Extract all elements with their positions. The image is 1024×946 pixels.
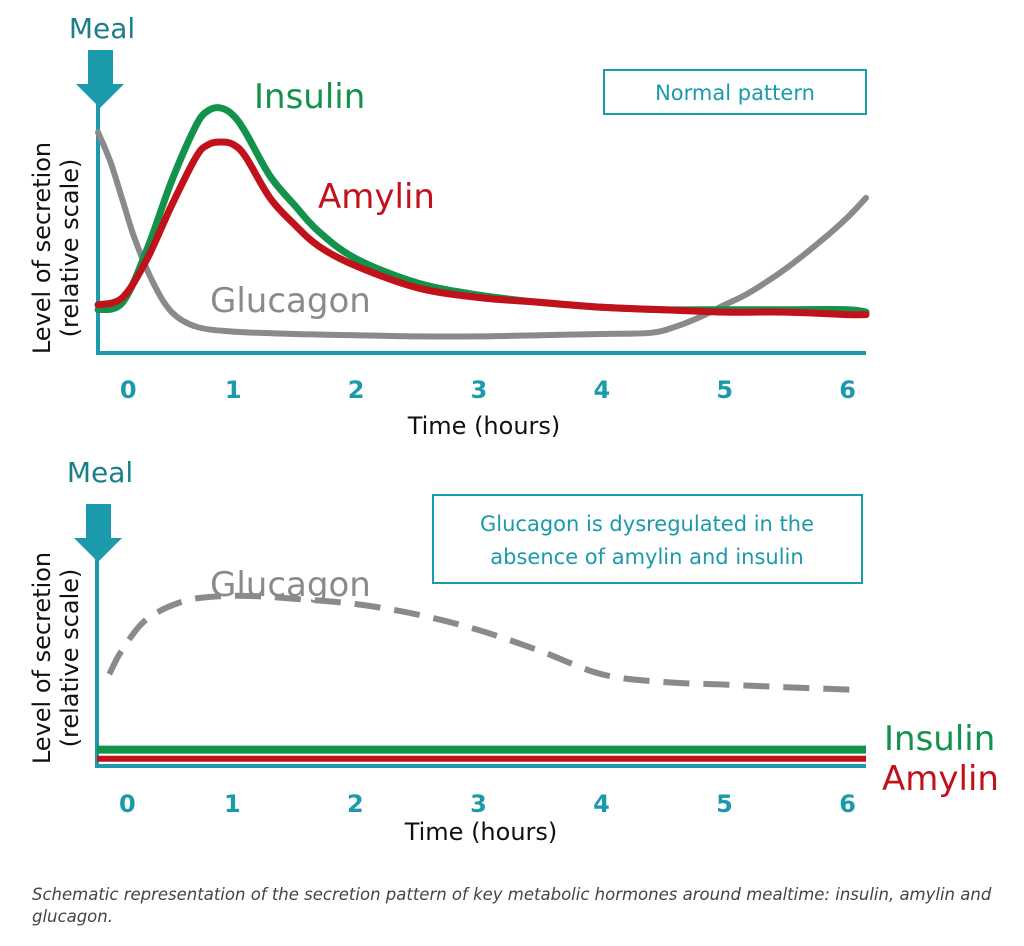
glucagon-series-line bbox=[95, 129, 869, 340]
y-axis-title-line2: (relative scale) bbox=[56, 159, 84, 338]
x-axis-title: Time (hours) bbox=[404, 818, 558, 846]
y-axis-title-line1: Level of secretion bbox=[28, 552, 56, 764]
hormone-secretion-figure: Meal Normal pattern Insulin Amylin Gluca… bbox=[28, 12, 999, 846]
normal-pattern-box bbox=[603, 69, 867, 115]
x-tick-label: 3 bbox=[470, 790, 487, 818]
y-axis-title-line2: (relative scale) bbox=[56, 569, 84, 748]
meal-label: Meal bbox=[67, 456, 133, 489]
x-tick-label: 0 bbox=[119, 790, 136, 818]
x-tick-labels: 0 1 2 3 4 5 6 bbox=[119, 790, 856, 818]
figure-caption: Schematic representation of the secretio… bbox=[32, 885, 992, 926]
x-tick-label: 1 bbox=[224, 790, 241, 818]
glucagon-series-line bbox=[106, 592, 854, 693]
meal-label: Meal bbox=[69, 12, 135, 45]
amylin-label: Amylin bbox=[882, 759, 999, 799]
insulin-label: Insulin bbox=[254, 77, 365, 117]
x-tick-label: 2 bbox=[347, 790, 364, 818]
dysregulation-box bbox=[432, 494, 863, 584]
x-tick-label: 6 bbox=[839, 790, 856, 818]
dysregulation-text-line2: absence of amylin and insulin bbox=[490, 545, 803, 569]
dysregulated-pattern-chart: Meal Glucagon is dysregulated in the abs… bbox=[28, 456, 999, 846]
x-tick-label: 6 bbox=[839, 376, 856, 404]
insulin-label: Insulin bbox=[884, 719, 995, 759]
normal-pattern-chart: Meal Normal pattern Insulin Amylin Gluca… bbox=[28, 12, 870, 440]
y-axis-title-line1: Level of secretion bbox=[28, 142, 56, 354]
dysregulation-text-line1: Glucagon is dysregulated in the bbox=[480, 512, 814, 536]
glucagon-label: Glucagon bbox=[210, 281, 371, 321]
amylin-series-line bbox=[94, 138, 870, 319]
x-tick-label: 2 bbox=[348, 376, 365, 404]
x-tick-label: 0 bbox=[120, 376, 137, 404]
amylin-label: Amylin bbox=[318, 177, 435, 217]
meal-arrow-icon bbox=[76, 50, 124, 108]
x-tick-label: 4 bbox=[593, 376, 610, 404]
x-tick-label: 5 bbox=[716, 376, 733, 404]
x-tick-label: 1 bbox=[225, 376, 242, 404]
x-tick-label: 5 bbox=[716, 790, 733, 818]
glucagon-label: Glucagon bbox=[210, 565, 371, 605]
x-tick-label: 4 bbox=[593, 790, 610, 818]
x-tick-label: 3 bbox=[471, 376, 488, 404]
meal-arrow-icon bbox=[74, 504, 122, 562]
x-tick-labels: 0 1 2 3 4 5 6 bbox=[120, 376, 856, 404]
x-axis-title: Time (hours) bbox=[407, 412, 561, 440]
normal-pattern-text: Normal pattern bbox=[655, 81, 815, 105]
